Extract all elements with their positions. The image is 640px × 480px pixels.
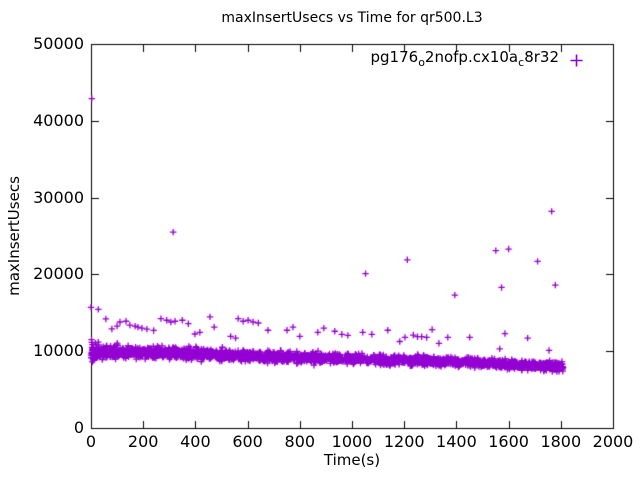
x-tick-label: 200 [127, 432, 159, 451]
x-tick-label: 1800 [540, 432, 582, 451]
chart-title: maxInsertUsecs vs Time for qr500.L3 [221, 10, 483, 26]
y-tick-label: 40000 [33, 110, 84, 130]
x-axis-label: Time(s) [323, 451, 381, 469]
y-tick-label: 30000 [33, 187, 84, 207]
y-tick-label: 10000 [33, 341, 84, 361]
y-tick-label: 50000 [33, 34, 84, 53]
x-tick-label: 2000 [592, 432, 634, 451]
y-tick-label: 0 [73, 418, 84, 437]
x-tick-label: 1000 [331, 432, 373, 451]
x-tick-label: 1400 [436, 432, 477, 451]
x-tick-label: 1200 [383, 432, 425, 451]
plus-marker-icon [570, 54, 583, 66]
y-axis-label: maxInsertUsecs [5, 176, 23, 296]
x-tick-label: 800 [284, 432, 316, 451]
y-tick-label: 20000 [33, 264, 84, 284]
x-tick-label: 0 [85, 432, 97, 451]
x-tick-label: 1600 [488, 432, 529, 451]
x-tick-label: 400 [180, 432, 211, 451]
legend-series-label: pg176o2nofp.cx10ac8r32 [370, 48, 560, 69]
legend: pg176o2nofp.cx10ac8r32 [371, 47, 585, 73]
x-tick-label: 600 [232, 432, 263, 451]
